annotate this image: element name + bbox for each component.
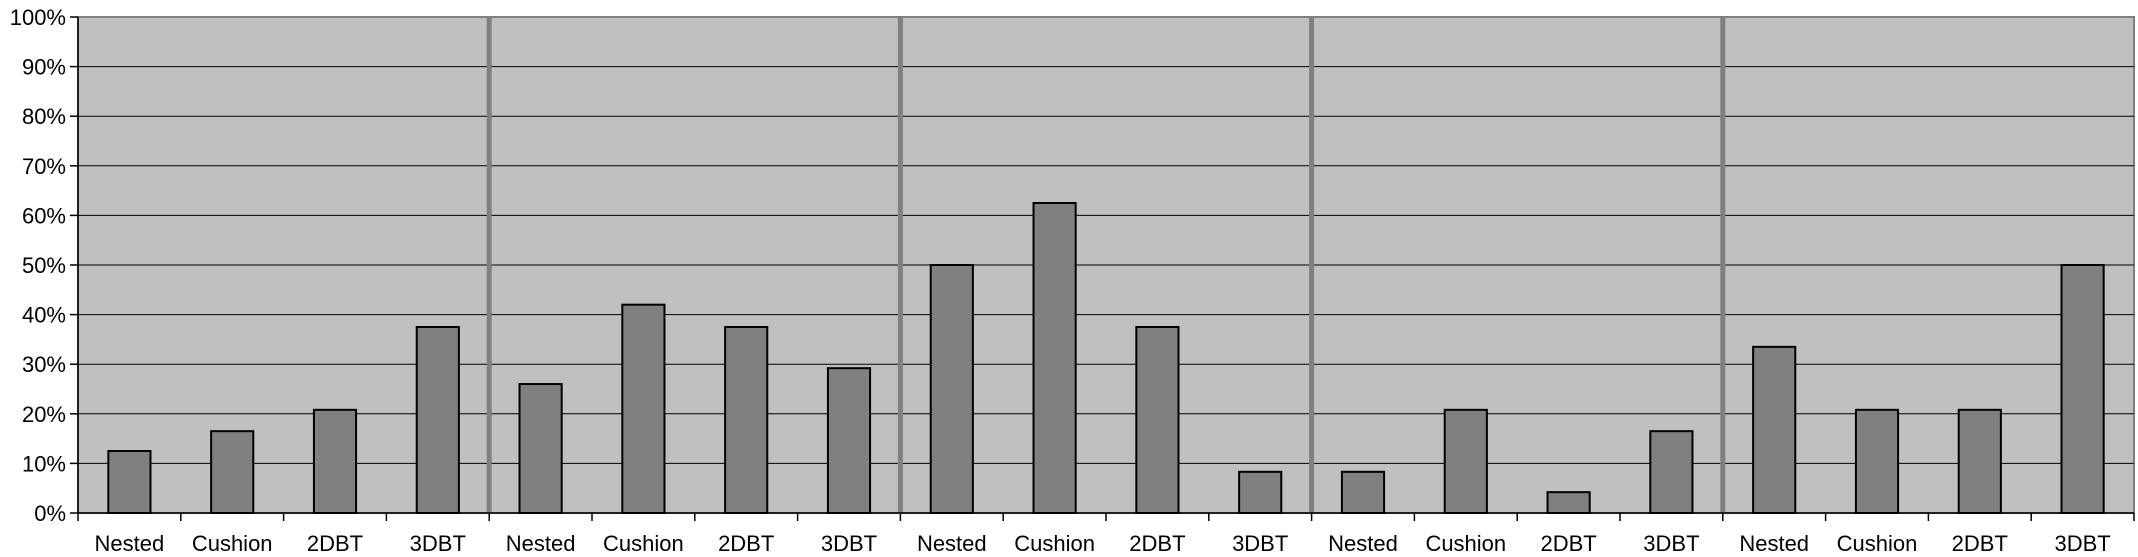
bar	[1752, 345, 1797, 514]
bar	[1546, 491, 1591, 514]
x-tick-label: 2DBT	[1952, 531, 2008, 556]
y-tick-label: 30%	[22, 352, 66, 377]
y-tick-label: 10%	[22, 451, 66, 476]
y-tick-label: 50%	[22, 253, 66, 278]
y-tick-label: 70%	[22, 154, 66, 179]
x-tick-label: Nested	[917, 531, 987, 556]
group-separators	[486, 17, 1726, 513]
x-tick-label: 2DBT	[718, 531, 774, 556]
bar	[929, 264, 974, 514]
x-tick-label: Cushion	[1014, 531, 1095, 556]
bar	[1443, 408, 1488, 514]
y-tick-label: 60%	[22, 203, 66, 228]
x-tick-label: Nested	[506, 531, 576, 556]
bars	[107, 202, 2105, 515]
x-tick-label: 3DBT	[410, 531, 466, 556]
bar	[1032, 202, 1077, 514]
x-tick-label: Cushion	[603, 531, 684, 556]
x-tick-label: 3DBT	[2054, 531, 2110, 556]
x-tick-label: 3DBT	[821, 531, 877, 556]
y-axis: 0% 10% 20% 30% 40% 50% 60% 70% 80% 90% 100%	[10, 5, 79, 526]
y-tick-label: 0%	[34, 501, 66, 526]
bar	[1854, 408, 1900, 514]
bar	[1238, 470, 1283, 514]
bar	[210, 430, 255, 514]
x-tick-label: Cushion	[1425, 531, 1506, 556]
bar	[1135, 326, 1180, 514]
x-tick-label: Nested	[1739, 531, 1809, 556]
bar	[1340, 470, 1386, 514]
bar	[518, 383, 563, 515]
y-tick-label: 20%	[22, 402, 66, 427]
bar	[1649, 430, 1694, 514]
bar	[312, 408, 358, 514]
x-tick-label: Cushion	[192, 531, 273, 556]
y-tick-label: 90%	[22, 55, 66, 80]
bar	[724, 326, 769, 514]
bar	[2060, 264, 2105, 514]
bar	[826, 367, 872, 514]
bar	[415, 326, 460, 514]
x-tick-label: 3DBT	[1643, 531, 1699, 556]
bar	[621, 303, 666, 514]
x-tick-label: 2DBT	[1129, 531, 1185, 556]
x-axis: Nested Cushion 2DBT 3DBT Nested Cushion 2DBT 3D…	[77, 512, 2135, 556]
y-tick-label: 80%	[22, 104, 66, 129]
x-tick-label: 2DBT	[1540, 531, 1596, 556]
x-tick-label: Nested	[95, 531, 165, 556]
bar	[107, 450, 152, 514]
y-tick-label: 100%	[10, 5, 66, 30]
x-tick-label: Cushion	[1837, 531, 1918, 556]
y-tick-label: 40%	[22, 303, 66, 328]
bar	[1957, 408, 2002, 514]
x-tick-label: 2DBT	[307, 531, 363, 556]
x-tick-label: Nested	[1328, 531, 1398, 556]
x-tick-label: 3DBT	[1232, 531, 1288, 556]
